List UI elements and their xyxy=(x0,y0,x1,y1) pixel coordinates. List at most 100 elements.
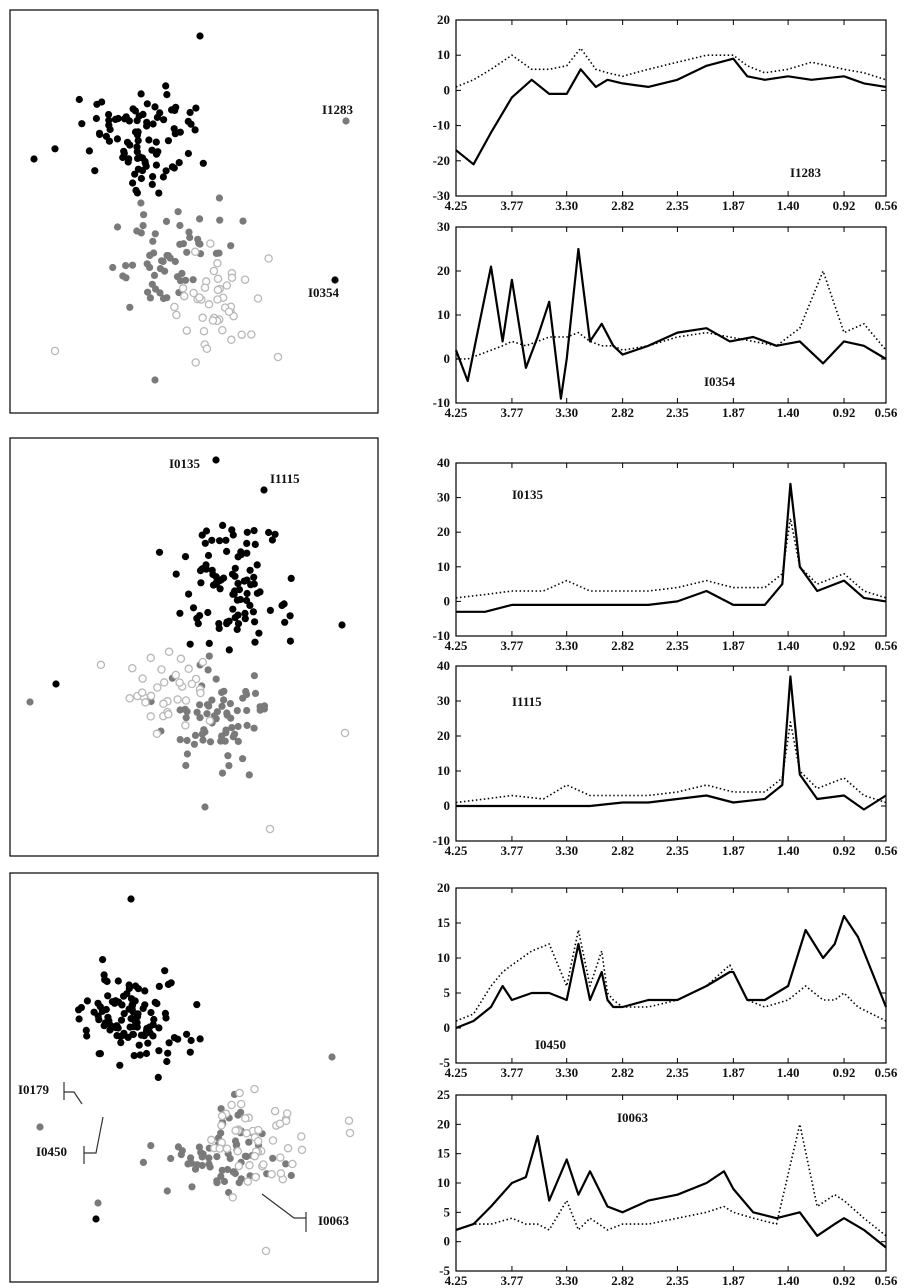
scatter-point-black xyxy=(102,132,110,140)
scatter-point-black xyxy=(243,528,251,536)
y-tick-label: 30 xyxy=(437,490,450,505)
x-tick-label: 4.25 xyxy=(445,843,468,858)
scatter-point-gray xyxy=(143,260,151,268)
y-tick-label: 10 xyxy=(437,950,450,965)
scatter-point-gray xyxy=(182,761,190,770)
scatter-point-black xyxy=(99,956,107,964)
x-tick-label: 1.40 xyxy=(777,843,800,858)
scatter-point-hollow xyxy=(96,660,106,670)
scatter-point-black xyxy=(251,618,259,626)
scatter-point-black xyxy=(243,589,251,598)
scatter-point-hollow xyxy=(146,712,155,721)
scatter-point-gray xyxy=(233,1140,241,1148)
scatter-point-black xyxy=(243,576,251,584)
scatter-point-black xyxy=(164,980,172,989)
scatter-point-black xyxy=(286,637,294,645)
y-tick-label: -10 xyxy=(433,118,450,133)
scatter1-label-I1283: I1283 xyxy=(322,102,354,117)
scatter-point-hollow xyxy=(233,1147,243,1156)
chart-label-I0135: I0135 xyxy=(512,487,544,502)
scatter-point-gray xyxy=(187,1159,196,1167)
scatter-point-gray xyxy=(227,242,235,250)
scatter-point-hollow xyxy=(270,1106,280,1116)
scatter-point-hollow xyxy=(205,716,215,726)
scatter-point-black xyxy=(243,549,251,557)
y-tick-label: 5 xyxy=(444,1204,451,1219)
scatter-point-black xyxy=(154,1073,162,1081)
x-tick-label: 1.40 xyxy=(777,638,800,653)
line-chart-I0450: 20 15 10 5 0 -54.25 3.77 3.30 2.82 2.35 1.87 1.40 0.… xyxy=(437,880,898,1080)
scatter-point-gray xyxy=(198,1153,206,1161)
scatter-point-black xyxy=(75,1006,83,1014)
x-tick-label: 2.35 xyxy=(666,1065,689,1080)
series-line-solid xyxy=(456,482,887,613)
scatter-point-black xyxy=(95,129,104,137)
x-tick-label: 2.82 xyxy=(611,843,634,858)
scatter-points-3 xyxy=(36,895,355,1256)
x-tick-label: 1.40 xyxy=(777,1273,800,1288)
scatter-point-hollow xyxy=(180,291,189,301)
x-tick-label: 3.30 xyxy=(555,843,578,858)
scatter-point-black xyxy=(136,1051,144,1059)
scatter-point-gray xyxy=(228,724,236,732)
scatter-point-black xyxy=(124,158,132,166)
scatter-point-hollow xyxy=(297,1132,306,1141)
scatter-point-hollow xyxy=(50,346,60,356)
scatter-point-black xyxy=(251,540,259,549)
scatter-point-hollow xyxy=(172,310,181,320)
y-tick-label: 15 xyxy=(437,1146,451,1161)
scatter-point-gray xyxy=(163,1187,171,1195)
series-line-dotted xyxy=(456,270,887,360)
scatter-point-hollow xyxy=(176,654,186,664)
series-line-dotted xyxy=(455,517,887,599)
scatter-point-black xyxy=(174,1035,182,1043)
scatter-point-hollow xyxy=(259,1160,268,1169)
scatter-point-hollow xyxy=(213,295,222,304)
scatter-point-hollow xyxy=(125,694,134,703)
scatter-point-black xyxy=(141,157,149,166)
scatter-point-gray xyxy=(193,708,201,716)
scatter-point-black xyxy=(231,564,239,572)
scatter-point-black xyxy=(234,611,242,619)
scatter-point-black xyxy=(234,620,243,628)
scatter-point-gray xyxy=(212,249,220,257)
scatter-point-hollow xyxy=(265,824,275,834)
scatter-point-black xyxy=(286,612,294,620)
scatter-point-gray xyxy=(217,1105,225,1113)
series-line-solid xyxy=(455,57,887,166)
scatter-point-hollow xyxy=(222,281,232,290)
scatter-point-black xyxy=(201,539,209,547)
scatter-point-hollow xyxy=(283,1143,293,1153)
scatter-point-black xyxy=(287,574,295,583)
scatter-point-gray xyxy=(151,376,159,384)
scatter-point-gray xyxy=(205,1160,213,1168)
x-tick-label: 0.56 xyxy=(875,1273,898,1288)
scatter-point-hollow xyxy=(267,1169,276,1179)
scatter-point-black xyxy=(192,104,200,112)
scatter-point-gray xyxy=(225,762,233,770)
scatter-point-black xyxy=(139,1004,147,1013)
x-tick-label: 3.30 xyxy=(555,1273,578,1288)
scatter-point-gray xyxy=(181,705,189,713)
scatter-point-black xyxy=(133,189,141,197)
scatter-point-hollow xyxy=(240,275,250,284)
scatter-point-black xyxy=(75,95,83,104)
x-tick-label: 3.30 xyxy=(555,405,578,420)
scatter-point-gray xyxy=(222,729,230,737)
scatter-point-black xyxy=(145,136,153,144)
y-tick-label: 10 xyxy=(437,559,450,574)
scatter-point-black xyxy=(208,536,216,544)
y-tick-label: 0 xyxy=(444,1020,451,1035)
scatter-point-hollow xyxy=(245,1161,254,1170)
y-tick-label: -20 xyxy=(433,153,450,168)
scatter-point-gray xyxy=(176,221,184,230)
scatter-point-hollow xyxy=(254,1125,263,1135)
x-tick-label: 3.77 xyxy=(501,843,524,858)
plot-frame xyxy=(455,19,887,197)
scatter-frame-3 xyxy=(9,872,379,1283)
scatter-point-gray xyxy=(151,230,159,238)
plot-frame xyxy=(455,226,887,404)
series-line-dotted xyxy=(455,721,887,804)
scatter-point-gray xyxy=(226,700,234,708)
scatter-point-hollow xyxy=(128,663,137,673)
